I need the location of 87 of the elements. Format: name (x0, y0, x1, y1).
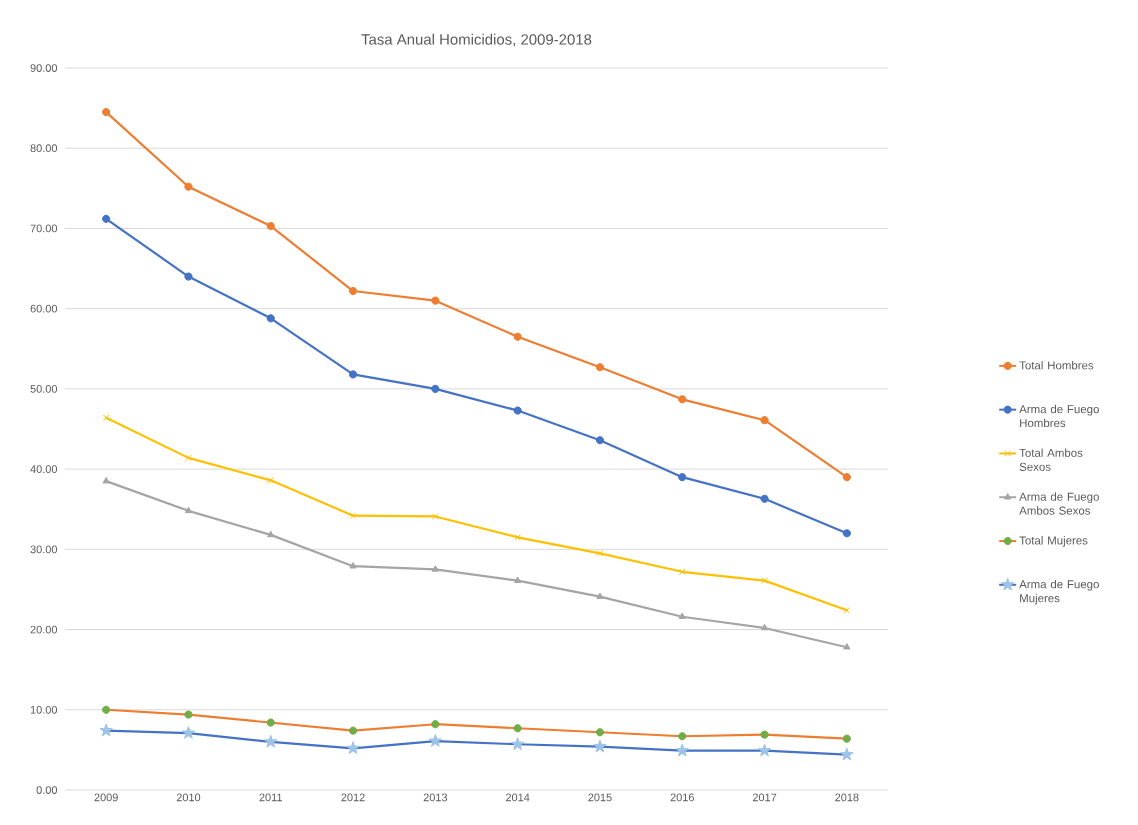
x-tick-label: 2009 (94, 793, 118, 802)
chart-title: Tasa Anual Homicidios, 2009-2018 (361, 33, 592, 47)
point (431, 384, 440, 393)
y-tick-label: 60.00 (30, 304, 58, 313)
point (678, 473, 687, 482)
x-tick-label: 2015 (588, 793, 612, 802)
point (678, 395, 687, 404)
point (514, 576, 522, 583)
point (513, 406, 522, 415)
point (431, 720, 440, 729)
x-tick-label: 2010 (176, 793, 201, 802)
point (760, 494, 769, 503)
legend-label: Arma de Fuego Hombres (1019, 404, 1099, 428)
point (842, 734, 851, 743)
legend-label: Total Ambos Sexos (1019, 448, 1083, 471)
point (842, 473, 851, 482)
y-tick-label: 0.00 (36, 786, 58, 794)
point (431, 565, 439, 572)
point (760, 730, 769, 739)
point (843, 643, 851, 650)
point (185, 454, 192, 462)
y-tick-label: 40.00 (30, 465, 58, 473)
x-tick-label: 2016 (670, 793, 694, 802)
point (596, 592, 604, 599)
y-tick-label: 90.00 (30, 64, 58, 72)
point (266, 314, 275, 323)
point (760, 416, 769, 425)
point (349, 562, 357, 569)
legend-label: Arma de Fuego Ambos Sexos (1019, 492, 1099, 515)
point (510, 737, 525, 751)
point (348, 726, 358, 735)
point (678, 612, 686, 620)
point (102, 108, 111, 117)
point (760, 623, 769, 631)
point (184, 182, 193, 191)
point (513, 724, 522, 733)
point (181, 726, 196, 739)
point (842, 529, 851, 538)
point (266, 718, 275, 727)
point (102, 477, 110, 484)
point (432, 513, 439, 520)
x-tick-label: 2014 (506, 793, 530, 802)
point (348, 286, 358, 296)
point (348, 370, 358, 379)
point (840, 747, 854, 761)
y-tick-label: 30.00 (30, 545, 58, 554)
point (514, 533, 521, 541)
point (184, 272, 193, 281)
point (761, 577, 768, 584)
point (431, 296, 440, 305)
x-tick-label: 2017 (752, 793, 777, 802)
point (102, 214, 111, 223)
point (264, 734, 278, 748)
point (595, 363, 605, 372)
y-tick-label: 70.00 (30, 224, 58, 233)
point (595, 728, 605, 737)
point (428, 734, 443, 747)
point (102, 414, 110, 422)
legend-label: Total Mujeres (1019, 536, 1088, 547)
point (593, 739, 607, 753)
point (675, 743, 689, 757)
point (757, 743, 772, 757)
point (595, 436, 605, 445)
point (267, 477, 275, 484)
legend-label: Arma de Fuego Mujeres (1019, 579, 1099, 605)
point (102, 705, 111, 714)
x-tick-label: 2011 (259, 793, 282, 802)
point (843, 606, 851, 614)
x-tick-label: 2012 (341, 793, 365, 802)
point (678, 568, 686, 576)
point (266, 221, 275, 231)
y-tick-label: 20.00 (30, 625, 58, 634)
point (346, 741, 360, 755)
point (678, 732, 687, 741)
x-tick-label: 2013 (423, 793, 448, 802)
point (513, 332, 522, 341)
y-tick-label: 50.00 (30, 385, 58, 393)
point (184, 506, 193, 514)
y-tick-label: 80.00 (30, 144, 58, 153)
point (349, 512, 357, 519)
point (99, 723, 113, 737)
legend-label: Total Hombres (1019, 360, 1094, 370)
point (184, 710, 193, 719)
x-tick-label: 2018 (835, 793, 859, 802)
point (596, 550, 604, 557)
y-tick-label: 10.00 (30, 705, 58, 714)
point (267, 530, 275, 538)
